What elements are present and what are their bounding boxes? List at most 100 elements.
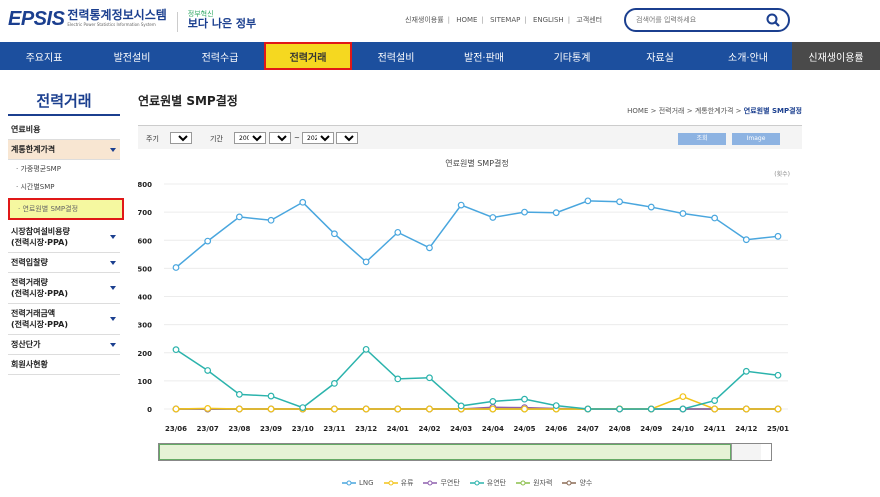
util-link[interactable]: SITEMAP <box>490 16 521 24</box>
legend-item-anthracite[interactable]: 무연탄 <box>423 478 460 488</box>
legend-item-lng[interactable]: LNG <box>342 478 374 488</box>
y-tick-label: 800 <box>138 181 152 189</box>
data-point-1 <box>331 405 338 413</box>
data-point-3 <box>489 398 497 405</box>
sidebar-sub-weighted-smp[interactable]: · 가중평균SMP <box>16 165 61 173</box>
data-point-0 <box>362 258 370 266</box>
breadcrumb-home[interactable]: HOME <box>627 107 649 115</box>
nav-power-trading[interactable]: 전력거래 <box>264 42 352 70</box>
sidebar-sub-label: 연료원별 SMP결정 <box>22 205 79 213</box>
breadcrumb-item[interactable]: 전력거래 <box>658 107 685 115</box>
legend-marker-bituminous <box>469 480 484 486</box>
to-year-select[interactable]: 2025 <box>302 132 334 144</box>
legend-item-oil[interactable]: 유류 <box>383 478 413 488</box>
sidebar-item-label: 전력거래량 <box>11 278 48 287</box>
sidebar-item-members[interactable]: 회원사현황 <box>8 355 120 375</box>
main-content: 연료원별 SMP결정 HOME > 전력거래 > 계통한계가격 > 연료원별 S… <box>138 92 802 149</box>
legend-label: 무연탄 <box>440 479 460 487</box>
from-year-select[interactable]: 2001 <box>234 132 266 144</box>
nav-about[interactable]: 소개·안내 <box>728 52 768 64</box>
data-point-1 <box>267 405 275 413</box>
data-point-0 <box>267 216 275 224</box>
series-line-1 <box>175 395 778 410</box>
data-point-1 <box>774 405 782 413</box>
data-point-1 <box>394 405 402 413</box>
search-icon[interactable] <box>766 13 780 27</box>
range-selection[interactable] <box>159 444 731 460</box>
nav-generation-facilities[interactable]: 발전설비 <box>113 52 151 64</box>
util-link[interactable]: HOME <box>456 16 478 24</box>
data-point-0 <box>584 197 592 205</box>
util-link[interactable]: 신재생이용률 <box>405 16 444 24</box>
sidebar-item-label: 정산단가 <box>11 340 41 349</box>
x-tick-label: 24/12 <box>735 425 757 433</box>
sidebar-item-bidding[interactable]: 전력입찰량 <box>8 253 120 273</box>
period-select[interactable]: 월 <box>170 132 192 144</box>
x-tick-label: 23/08 <box>228 425 250 433</box>
sidebar-item-volume[interactable]: 전력거래량 (전력시장·PPA) <box>8 273 120 304</box>
image-button[interactable]: Image <box>732 133 780 145</box>
sidebar-sub-fuel-smp[interactable]: · 연료원별 SMP결정 <box>8 198 124 220</box>
x-tick-label: 24/09 <box>640 425 662 433</box>
sidebar-sub-hourly-smp[interactable]: · 시간별SMP <box>16 183 55 191</box>
data-point-3 <box>331 380 338 387</box>
separator: | <box>524 16 527 24</box>
x-tick-label: 23/11 <box>323 425 345 433</box>
range-handle[interactable] <box>731 444 761 460</box>
breadcrumb-item[interactable]: 계통한계가격 <box>694 107 734 115</box>
nav-data-room[interactable]: 자료실 <box>646 52 674 64</box>
nav-supply-demand[interactable]: 전력수급 <box>201 52 239 64</box>
sidebar-item-label: 회원사현황 <box>11 360 48 369</box>
sidebar-item-fuel-cost[interactable]: 연료비용 <box>8 120 120 140</box>
data-point-3 <box>362 345 370 353</box>
from-month-select[interactable]: 01 <box>269 132 291 144</box>
logo-korean: 전력통계정보시스템 Electric Power Statistics Info… <box>67 8 166 28</box>
sidebar-item-label: 계통한계가격 <box>11 145 56 154</box>
data-point-0 <box>711 214 719 222</box>
nav-generation-sales[interactable]: 발전·판매 <box>464 52 504 64</box>
util-link[interactable]: 고객센터 <box>576 16 603 24</box>
series-line-3 <box>175 348 779 410</box>
search-box <box>624 8 790 32</box>
series-line-0 <box>175 200 779 269</box>
data-point-3 <box>521 395 528 403</box>
chevron-down-icon <box>110 147 116 152</box>
sidebar-item-label: 전력거래금액 <box>11 309 56 318</box>
logo-divider <box>176 12 178 32</box>
gov-logo-small: 정부혁신 <box>187 10 214 18</box>
data-point-3 <box>204 367 212 374</box>
nav-main-indicators[interactable]: 주요지표 <box>25 52 63 64</box>
util-link[interactable]: ENGLISH <box>532 16 564 24</box>
legend-item-pumped[interactable]: 양수 <box>562 478 592 488</box>
x-tick-label: 24/01 <box>387 425 409 433</box>
legend-item-nuclear[interactable]: 원자력 <box>516 478 552 488</box>
y-tick-label: 0 <box>147 406 152 414</box>
sidebar-item-amount[interactable]: 전력거래금액 (전력시장·PPA) <box>8 304 120 335</box>
sidebar-item-smp[interactable]: 계통한계가격 <box>8 140 120 160</box>
sidebar-sub-label: 시간별SMP <box>20 183 55 191</box>
to-month-select[interactable]: 01 <box>336 132 358 144</box>
nav-renewable-rate[interactable]: 신재생이용률 <box>792 42 880 70</box>
legend-label: 원자력 <box>533 479 553 487</box>
legend-marker-anthracite <box>423 480 438 486</box>
x-tick-label: 23/12 <box>355 425 377 433</box>
nav-power-facilities[interactable]: 전력설비 <box>377 52 415 64</box>
logo-kr-title: 전력통계정보시스템 <box>67 8 167 22</box>
data-point-1 <box>235 405 243 413</box>
data-point-1 <box>362 405 370 413</box>
nav-other-stats[interactable]: 기타통계 <box>553 52 591 64</box>
chart-range-scrollbar[interactable] <box>158 443 772 461</box>
search-input[interactable] <box>636 14 766 26</box>
x-tick-label: 23/10 <box>292 425 314 433</box>
y-tick-label: 300 <box>138 322 152 330</box>
chart-unit-label: (횟수) <box>774 170 790 178</box>
sidebar-item-capacity[interactable]: 시장참여설비용량 (전력시장·PPA) <box>8 222 120 253</box>
sidebar-item-unit-price[interactable]: 정산단가 <box>8 335 120 355</box>
search-button[interactable]: 조회 <box>678 133 726 145</box>
legend-item-bituminous[interactable]: 유연탄 <box>469 478 506 488</box>
y-tick-label: 500 <box>138 265 152 273</box>
epsis-logo[interactable]: EPSIS 전력통계정보시스템 Electric Power Statistic… <box>8 8 256 32</box>
legend-label: LNG <box>359 479 374 487</box>
chart-title: 연료원별 SMP결정 <box>445 158 509 168</box>
y-tick-label: 200 <box>138 350 152 358</box>
